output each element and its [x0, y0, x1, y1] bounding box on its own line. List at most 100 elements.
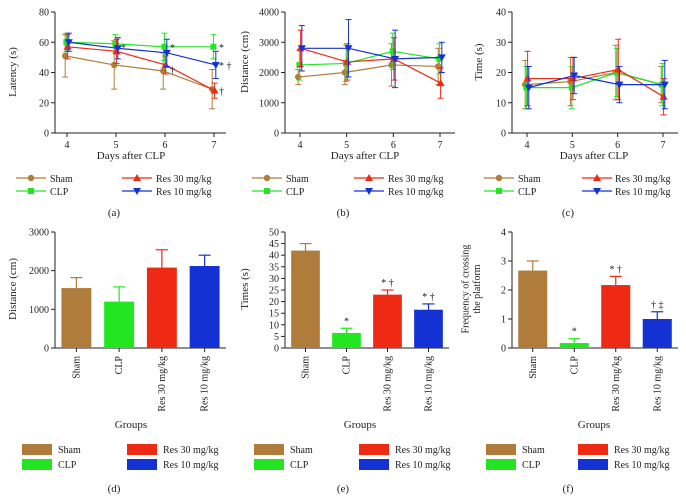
legend-swatch-res30 [359, 444, 389, 455]
y-axis-label: Distance (cm) [239, 31, 251, 93]
legend-label-clp: CLP [290, 460, 309, 471]
series-line-clp [66, 41, 214, 48]
legend-label-res30: Res 30 mg/kg [163, 445, 219, 456]
legend-label-sham: Sham [518, 174, 541, 185]
y-tick-label: 4 [501, 228, 506, 239]
x-tick-label: Res 10 mg/kg [424, 356, 435, 412]
significance-marker: * [344, 316, 349, 327]
legend-item-res10: Res 10 mg/kg [122, 187, 212, 198]
legend-label-sham: Sham [286, 174, 309, 185]
legend-label-res10: Res 10 mg/kg [156, 187, 212, 198]
legend-label-sham: Sham [50, 174, 73, 185]
data-point-res10 [660, 81, 669, 89]
bar-res30 [373, 294, 402, 348]
legend-marker-clp [496, 188, 502, 194]
bar-sham [518, 270, 548, 348]
data-point-res30 [343, 57, 352, 65]
data-point-clp [63, 39, 70, 46]
data-point-res10 [344, 45, 353, 53]
legend-label-res30: Res 30 mg/kg [395, 445, 451, 456]
y-tick-label: 1000 [29, 305, 49, 316]
legend-label-sham: Sham [522, 445, 545, 456]
y-tick-label: 30 [269, 274, 279, 285]
data-point-res30 [614, 65, 623, 73]
series-line-res30 [67, 46, 215, 92]
x-tick-label: 7 [212, 140, 217, 151]
legend: Sham CLP Res 30 mg/kg Res 10 mg/kg [254, 444, 451, 471]
legend-item-res30: Res 30 mg/kg [122, 174, 212, 185]
y-tick-label: 30 [496, 38, 506, 49]
x-axis-label: Groups [344, 419, 376, 431]
data-point-res30 [436, 79, 445, 87]
legend: Sham CLP Res 30 mg/kg Res 10 mg/kg [22, 444, 219, 471]
bar-res10 [642, 319, 672, 348]
line-chart-distance: 0 1000 2000 3000 4000 4 5 6 7 Distance (cm) Days… [239, 8, 455, 219]
bar-sham [291, 250, 320, 348]
bar-clp [559, 343, 589, 348]
data-point-res10 [64, 39, 73, 47]
bar-res10 [189, 266, 220, 348]
y-tick-label: 3 [501, 257, 506, 268]
data-point-clp [568, 84, 575, 91]
legend-label-res30: Res 30 mg/kg [388, 174, 444, 185]
panel-label-f: (f) [563, 483, 574, 495]
panel-label-a: (a) [108, 207, 121, 219]
series-line-sham [65, 55, 213, 90]
significance-marker: † [219, 87, 224, 98]
bar-chart-frequency: 0 1 2 3 4 Sham CLP * Res 30 mg/kg * † Res 10 mg/kg… [461, 228, 678, 495]
data-point-res10 [437, 54, 446, 62]
x-tick-label: Res 30 mg/kg [611, 356, 622, 412]
legend-marker-sham [495, 174, 503, 182]
y-tick-label: 0 [274, 129, 279, 140]
x-tick-label: 4 [525, 140, 530, 151]
data-point-res10 [162, 49, 171, 57]
x-tick-label: 4 [65, 140, 70, 151]
data-point-res30 [523, 74, 532, 82]
legend-label-res30: Res 30 mg/kg [614, 445, 670, 456]
x-tick-label: 5 [570, 140, 575, 151]
series-line-res30 [300, 47, 441, 84]
legend-marker-res30 [365, 174, 373, 181]
series-line-res10 [528, 74, 665, 89]
data-point-res10 [570, 72, 579, 80]
data-point-res10 [524, 84, 533, 92]
legend-marker-res10 [133, 188, 141, 195]
legend-marker-res10 [365, 188, 373, 195]
y-axis-label: Times (s) [239, 268, 251, 310]
legend-item-sham: Sham [252, 174, 309, 185]
y-tick-label: 3000 [259, 38, 279, 49]
y-tick-label: 0 [274, 344, 279, 355]
series-line-sham [298, 64, 439, 78]
data-point-clp [614, 69, 621, 76]
y-axis-label-line: Frequency of crossing [461, 245, 472, 334]
bar-clp [332, 332, 361, 348]
y-tick-label: 10 [269, 320, 279, 331]
x-tick-label: 6 [391, 140, 396, 151]
legend-swatch-clp [254, 459, 284, 470]
y-tick-label: 40 [496, 8, 506, 19]
line-chart-time: 0 10 20 30 40 4 5 6 7 Time (s) Days after CLP Sh… [473, 8, 678, 219]
legend-item-sham: Sham [484, 174, 541, 185]
data-point-res10 [391, 55, 400, 63]
legend-label-res10: Res 10 mg/kg [163, 460, 219, 471]
y-tick-label: 0 [501, 129, 506, 140]
panel-label-b: (b) [337, 207, 350, 219]
data-point-clp [210, 43, 217, 50]
y-tick-label: 60 [39, 38, 49, 49]
legend-item-res30: Res 30 mg/kg [582, 174, 671, 185]
y-tick-label: 2000 [29, 266, 49, 277]
line-chart-latency: 0 20 40 60 80 4 5 6 7 * * † * * † † Latency (s) Days a… [7, 8, 232, 220]
legend-swatch-res30 [127, 444, 157, 455]
y-tick-label: 0 [44, 129, 49, 140]
significance-marker: * † [610, 264, 623, 275]
x-axis-label: Days after CLP [97, 150, 165, 162]
legend-swatch-res10 [578, 459, 608, 470]
data-point-res30 [659, 92, 668, 100]
legend-label-res10: Res 10 mg/kg [395, 460, 451, 471]
x-tick-label: Sham [71, 356, 82, 379]
x-tick-label: CLP [569, 356, 580, 375]
bar-sham [61, 288, 92, 348]
y-axis-label: Distance (cm) [7, 258, 19, 320]
legend-swatch-res30 [578, 444, 608, 455]
